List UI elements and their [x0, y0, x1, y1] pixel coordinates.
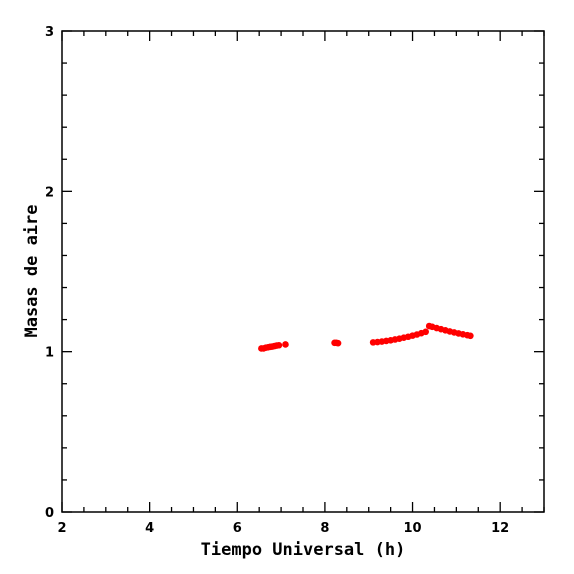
plot-frame	[61, 30, 545, 513]
x-tick-label: 6	[233, 521, 242, 536]
data-point	[282, 341, 289, 348]
y-axis-label: Masas de aire	[22, 204, 42, 337]
data-point	[422, 328, 429, 336]
x-tick-label: 8	[320, 521, 329, 536]
x-tick-label: 2	[57, 521, 66, 536]
y-tick-label: 3	[45, 25, 54, 40]
data-point	[334, 339, 342, 347]
x-tick-label: 10	[403, 521, 421, 536]
data-point	[467, 332, 474, 340]
y-tick-label: 2	[45, 185, 54, 200]
y-tick-labels: 0 1 2 3	[45, 25, 54, 521]
x-tick-label: 4	[145, 521, 154, 536]
data-point	[275, 341, 283, 349]
y-tick-label: 0	[45, 506, 54, 521]
x-axis-label: Tiempo Universal (h)	[201, 540, 406, 560]
axis-ticks	[61, 30, 545, 513]
data-points	[258, 322, 474, 352]
x-tick-label: 12	[491, 521, 509, 536]
x-tick-labels: 2 4 6 8 10 12	[57, 521, 509, 536]
y-tick-label: 1	[45, 346, 54, 361]
